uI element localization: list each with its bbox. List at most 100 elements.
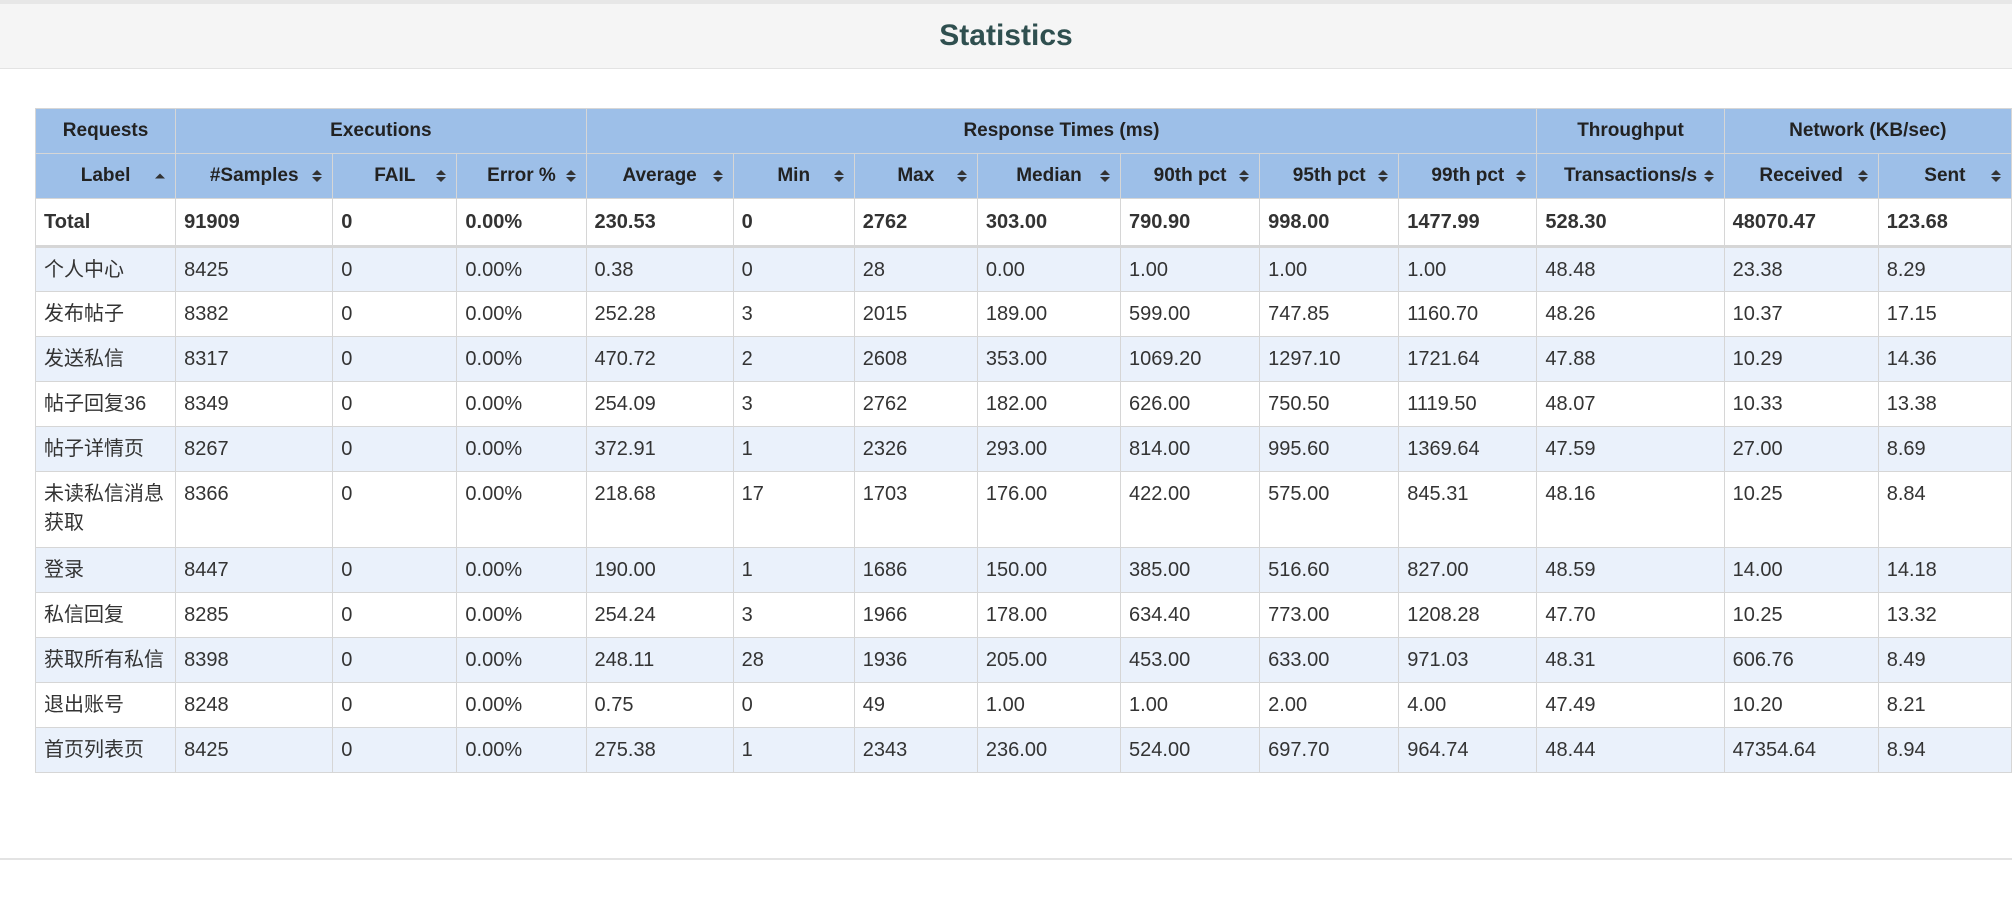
total-cell: 1477.99 — [1398, 198, 1538, 248]
table-cell: 1703 — [853, 471, 978, 548]
column-header-label: Received — [1759, 165, 1843, 186]
total-cell: 0.00% — [456, 198, 587, 248]
table-cell: 353.00 — [976, 336, 1122, 382]
column-header[interactable]: Received — [1723, 153, 1879, 199]
table-cell: 47.88 — [1536, 336, 1725, 382]
table-cell: 995.60 — [1259, 426, 1400, 472]
table-cell: 48.16 — [1536, 471, 1725, 548]
column-header[interactable]: Min — [732, 153, 855, 199]
table-cell: 0 — [332, 727, 458, 773]
sort-icon — [1991, 170, 2001, 182]
table-cell: 293.00 — [976, 426, 1122, 472]
table-cell: 48.31 — [1536, 637, 1725, 683]
table-cell: 48.26 — [1536, 291, 1725, 337]
total-cell: 790.90 — [1120, 198, 1261, 248]
total-cell: 230.53 — [585, 198, 734, 248]
row-label: 获取所有私信 — [34, 637, 177, 683]
table-cell: 1.00 — [1398, 246, 1538, 292]
column-header[interactable]: 95th pct — [1259, 153, 1400, 199]
table-cell: 0.00% — [456, 637, 587, 683]
table-cell: 1369.64 — [1398, 426, 1538, 472]
table-cell: 1966 — [853, 592, 978, 638]
sort-icon — [1516, 170, 1527, 182]
table-cell: 0.00% — [456, 291, 587, 337]
table-cell: 1.00 — [1259, 246, 1400, 292]
table-row: 退出账号 8248 0 0.00% 0.75 0 49 1.00 1.00 2.00 4.00 47.… — [34, 682, 2012, 728]
table-cell: 1686 — [853, 547, 978, 593]
total-cell: 303.00 — [976, 198, 1122, 248]
column-header-label: Min — [777, 165, 811, 186]
column-header[interactable]: #Samples — [175, 153, 334, 199]
table-cell: 8349 — [175, 381, 334, 427]
table-cell: 773.00 — [1259, 592, 1400, 638]
row-label: 帖子详情页 — [34, 426, 177, 472]
table-cell: 8447 — [175, 547, 334, 593]
table-cell: 275.38 — [585, 727, 734, 773]
table-cell: 48.59 — [1536, 547, 1725, 593]
table-cell: 0.00 — [976, 246, 1122, 292]
table-cell: 0 — [332, 637, 458, 683]
table-cell: 47.59 — [1536, 426, 1725, 472]
table-cell: 14.00 — [1723, 547, 1879, 593]
column-header[interactable]: Median — [976, 153, 1122, 199]
row-label: 退出账号 — [34, 682, 177, 728]
table-cell: 3 — [732, 592, 855, 638]
total-cell: 48070.47 — [1723, 198, 1879, 248]
table-cell: 248.11 — [585, 637, 734, 683]
table-cell: 385.00 — [1120, 547, 1261, 593]
sort-icon — [1239, 170, 1250, 182]
table-row: 个人中心 8425 0 0.00% 0.38 0 28 0.00 1.00 1.00 1.00 48.… — [34, 246, 2012, 292]
table-cell: 0.00% — [456, 547, 587, 593]
group-header: Response Times (ms) — [585, 108, 1538, 154]
table-cell: 252.28 — [585, 291, 734, 337]
column-header[interactable]: Sent — [1877, 153, 2012, 199]
column-header[interactable]: Label — [34, 153, 177, 199]
table-cell: 1208.28 — [1398, 592, 1538, 638]
statistics-table-container: Requests Executions Response Times (ms) Thr… — [34, 108, 2012, 773]
table-cell: 8267 — [175, 426, 334, 472]
row-label: 发布帖子 — [34, 291, 177, 337]
total-cell: 0 — [732, 198, 855, 248]
total-cell: 91909 — [175, 198, 334, 248]
table-cell: 8366 — [175, 471, 334, 548]
table-cell: 13.32 — [1877, 592, 2012, 638]
table-cell: 27.00 — [1723, 426, 1879, 472]
row-label: 发送私信 — [34, 336, 177, 382]
total-cell: 0 — [332, 198, 458, 248]
column-header[interactable]: FAIL — [332, 153, 458, 199]
data-rows: 个人中心 8425 0 0.00% 0.38 0 28 0.00 1.00 1.00 1.00 48.… — [34, 246, 2012, 773]
table-row: 发布帖子 8382 0 0.00% 252.28 3 2015 189.00 599.00 747… — [34, 291, 2012, 337]
table-cell: 0 — [332, 381, 458, 427]
total-cell: Total — [34, 198, 177, 248]
sort-icon — [312, 170, 323, 182]
table-cell: 964.74 — [1398, 727, 1538, 773]
table-cell: 633.00 — [1259, 637, 1400, 683]
table-cell: 150.00 — [976, 547, 1122, 593]
row-label: 帖子回复36 — [34, 381, 177, 427]
table-cell: 0 — [332, 682, 458, 728]
table-cell: 0.00% — [456, 246, 587, 292]
table-cell: 47354.64 — [1723, 727, 1879, 773]
table-cell: 49 — [853, 682, 978, 728]
column-header[interactable]: Transactions/s — [1536, 153, 1725, 199]
column-header-label: Label — [80, 165, 131, 186]
group-header: Requests — [34, 108, 177, 154]
table-cell: 8.21 — [1877, 682, 2012, 728]
column-header[interactable]: 99th pct — [1398, 153, 1538, 199]
table-cell: 606.76 — [1723, 637, 1879, 683]
column-header[interactable]: 90th pct — [1120, 153, 1261, 199]
table-cell: 8.69 — [1877, 426, 2012, 472]
sort-icon — [1378, 170, 1389, 182]
table-cell: 8382 — [175, 291, 334, 337]
column-header[interactable]: Max — [853, 153, 978, 199]
table-cell: 1119.50 — [1398, 381, 1538, 427]
table-cell: 470.72 — [585, 336, 734, 382]
table-cell: 453.00 — [1120, 637, 1261, 683]
table-cell: 218.68 — [585, 471, 734, 548]
table-cell: 8398 — [175, 637, 334, 683]
column-header[interactable]: Average — [585, 153, 734, 199]
sort-icon — [1100, 170, 1111, 182]
column-header-label: Max — [897, 165, 935, 186]
total-cell: 528.30 — [1536, 198, 1725, 248]
column-header[interactable]: Error % — [456, 153, 587, 199]
